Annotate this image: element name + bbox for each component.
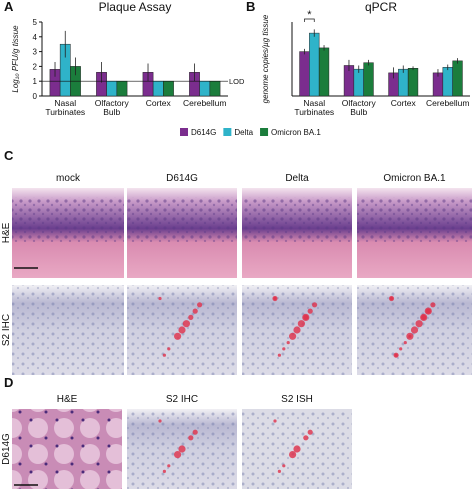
- x-tick-label: Nasal Turbinates: [294, 98, 335, 117]
- row-label: D614G: [1, 433, 12, 465]
- column-label: H&E: [57, 394, 78, 405]
- micrograph: [242, 409, 352, 489]
- x-tick-label: Olfactory Bulb: [94, 98, 129, 117]
- chart-title: Plaque Assay: [99, 0, 172, 14]
- bar: [398, 68, 409, 97]
- y-tick-label: 4: [33, 33, 38, 42]
- legend-swatch: [180, 128, 188, 136]
- bar: [452, 60, 463, 97]
- micrograph: [357, 188, 472, 278]
- legend-label: Omicron BA.1: [271, 128, 321, 137]
- y-tick-label: 2: [33, 62, 38, 71]
- x-tick-label: Olfactory Bulb: [341, 98, 376, 117]
- x-tick-label: Nasal Turbinates: [45, 98, 86, 117]
- chart-title: qPCR: [365, 0, 397, 14]
- micrograph: [12, 188, 124, 278]
- panel-label: B: [246, 0, 255, 14]
- panel-label: A: [4, 0, 14, 14]
- bar: [106, 80, 118, 97]
- column-label: S2 IHC: [166, 394, 198, 405]
- bar: [353, 68, 364, 97]
- micrograph: [127, 409, 237, 489]
- column-label: S2 ISH: [281, 394, 313, 405]
- legend-swatch: [260, 128, 269, 136]
- bar: [209, 80, 221, 97]
- column-label: D614G: [166, 173, 198, 184]
- x-tick-label: Cerebellum: [426, 98, 470, 108]
- significance-bracket: [304, 18, 315, 22]
- y-tick-label: 0: [33, 92, 38, 101]
- lod-label: LOD: [229, 77, 245, 86]
- bar: [363, 62, 374, 97]
- x-tick-label: Cerebellum: [183, 98, 227, 108]
- micrograph: [242, 188, 352, 278]
- x-tick-label: Cortex: [145, 98, 171, 108]
- column-label: Delta: [285, 173, 309, 184]
- y-tick-label: 3: [33, 48, 38, 57]
- row-label: H&E: [1, 222, 12, 243]
- y-tick-label: 1: [33, 77, 38, 86]
- column-label: mock: [56, 173, 81, 184]
- micrograph: [127, 285, 237, 375]
- legend-label: Delta: [234, 128, 253, 137]
- micrograph: [127, 188, 237, 278]
- micrograph: [357, 285, 472, 375]
- bar: [309, 32, 320, 97]
- legend-swatch: [223, 128, 232, 136]
- bar: [318, 47, 330, 97]
- y-tick-label: 5: [33, 18, 38, 27]
- x-tick-label: Cortex: [390, 98, 416, 108]
- bar: [442, 67, 453, 97]
- y-axis-label: Log₁₀ PFU/g tissue: [11, 25, 20, 93]
- micrograph: [12, 285, 124, 375]
- significance-label: *: [307, 9, 312, 21]
- bar: [116, 80, 128, 97]
- micrograph: [12, 409, 122, 489]
- panel-label: C: [4, 148, 14, 163]
- row-label: S2 IHC: [1, 314, 12, 346]
- bar: [299, 51, 310, 97]
- column-label: Omicron BA.1: [383, 173, 446, 184]
- bar: [163, 80, 174, 97]
- bar: [199, 80, 211, 97]
- y-axis-label: genome copies/µg tissue: [261, 14, 270, 103]
- bar: [407, 68, 419, 97]
- panel-label: D: [4, 375, 13, 390]
- bar: [152, 80, 164, 97]
- micrograph: [242, 285, 352, 375]
- legend-label: D614G: [191, 128, 216, 137]
